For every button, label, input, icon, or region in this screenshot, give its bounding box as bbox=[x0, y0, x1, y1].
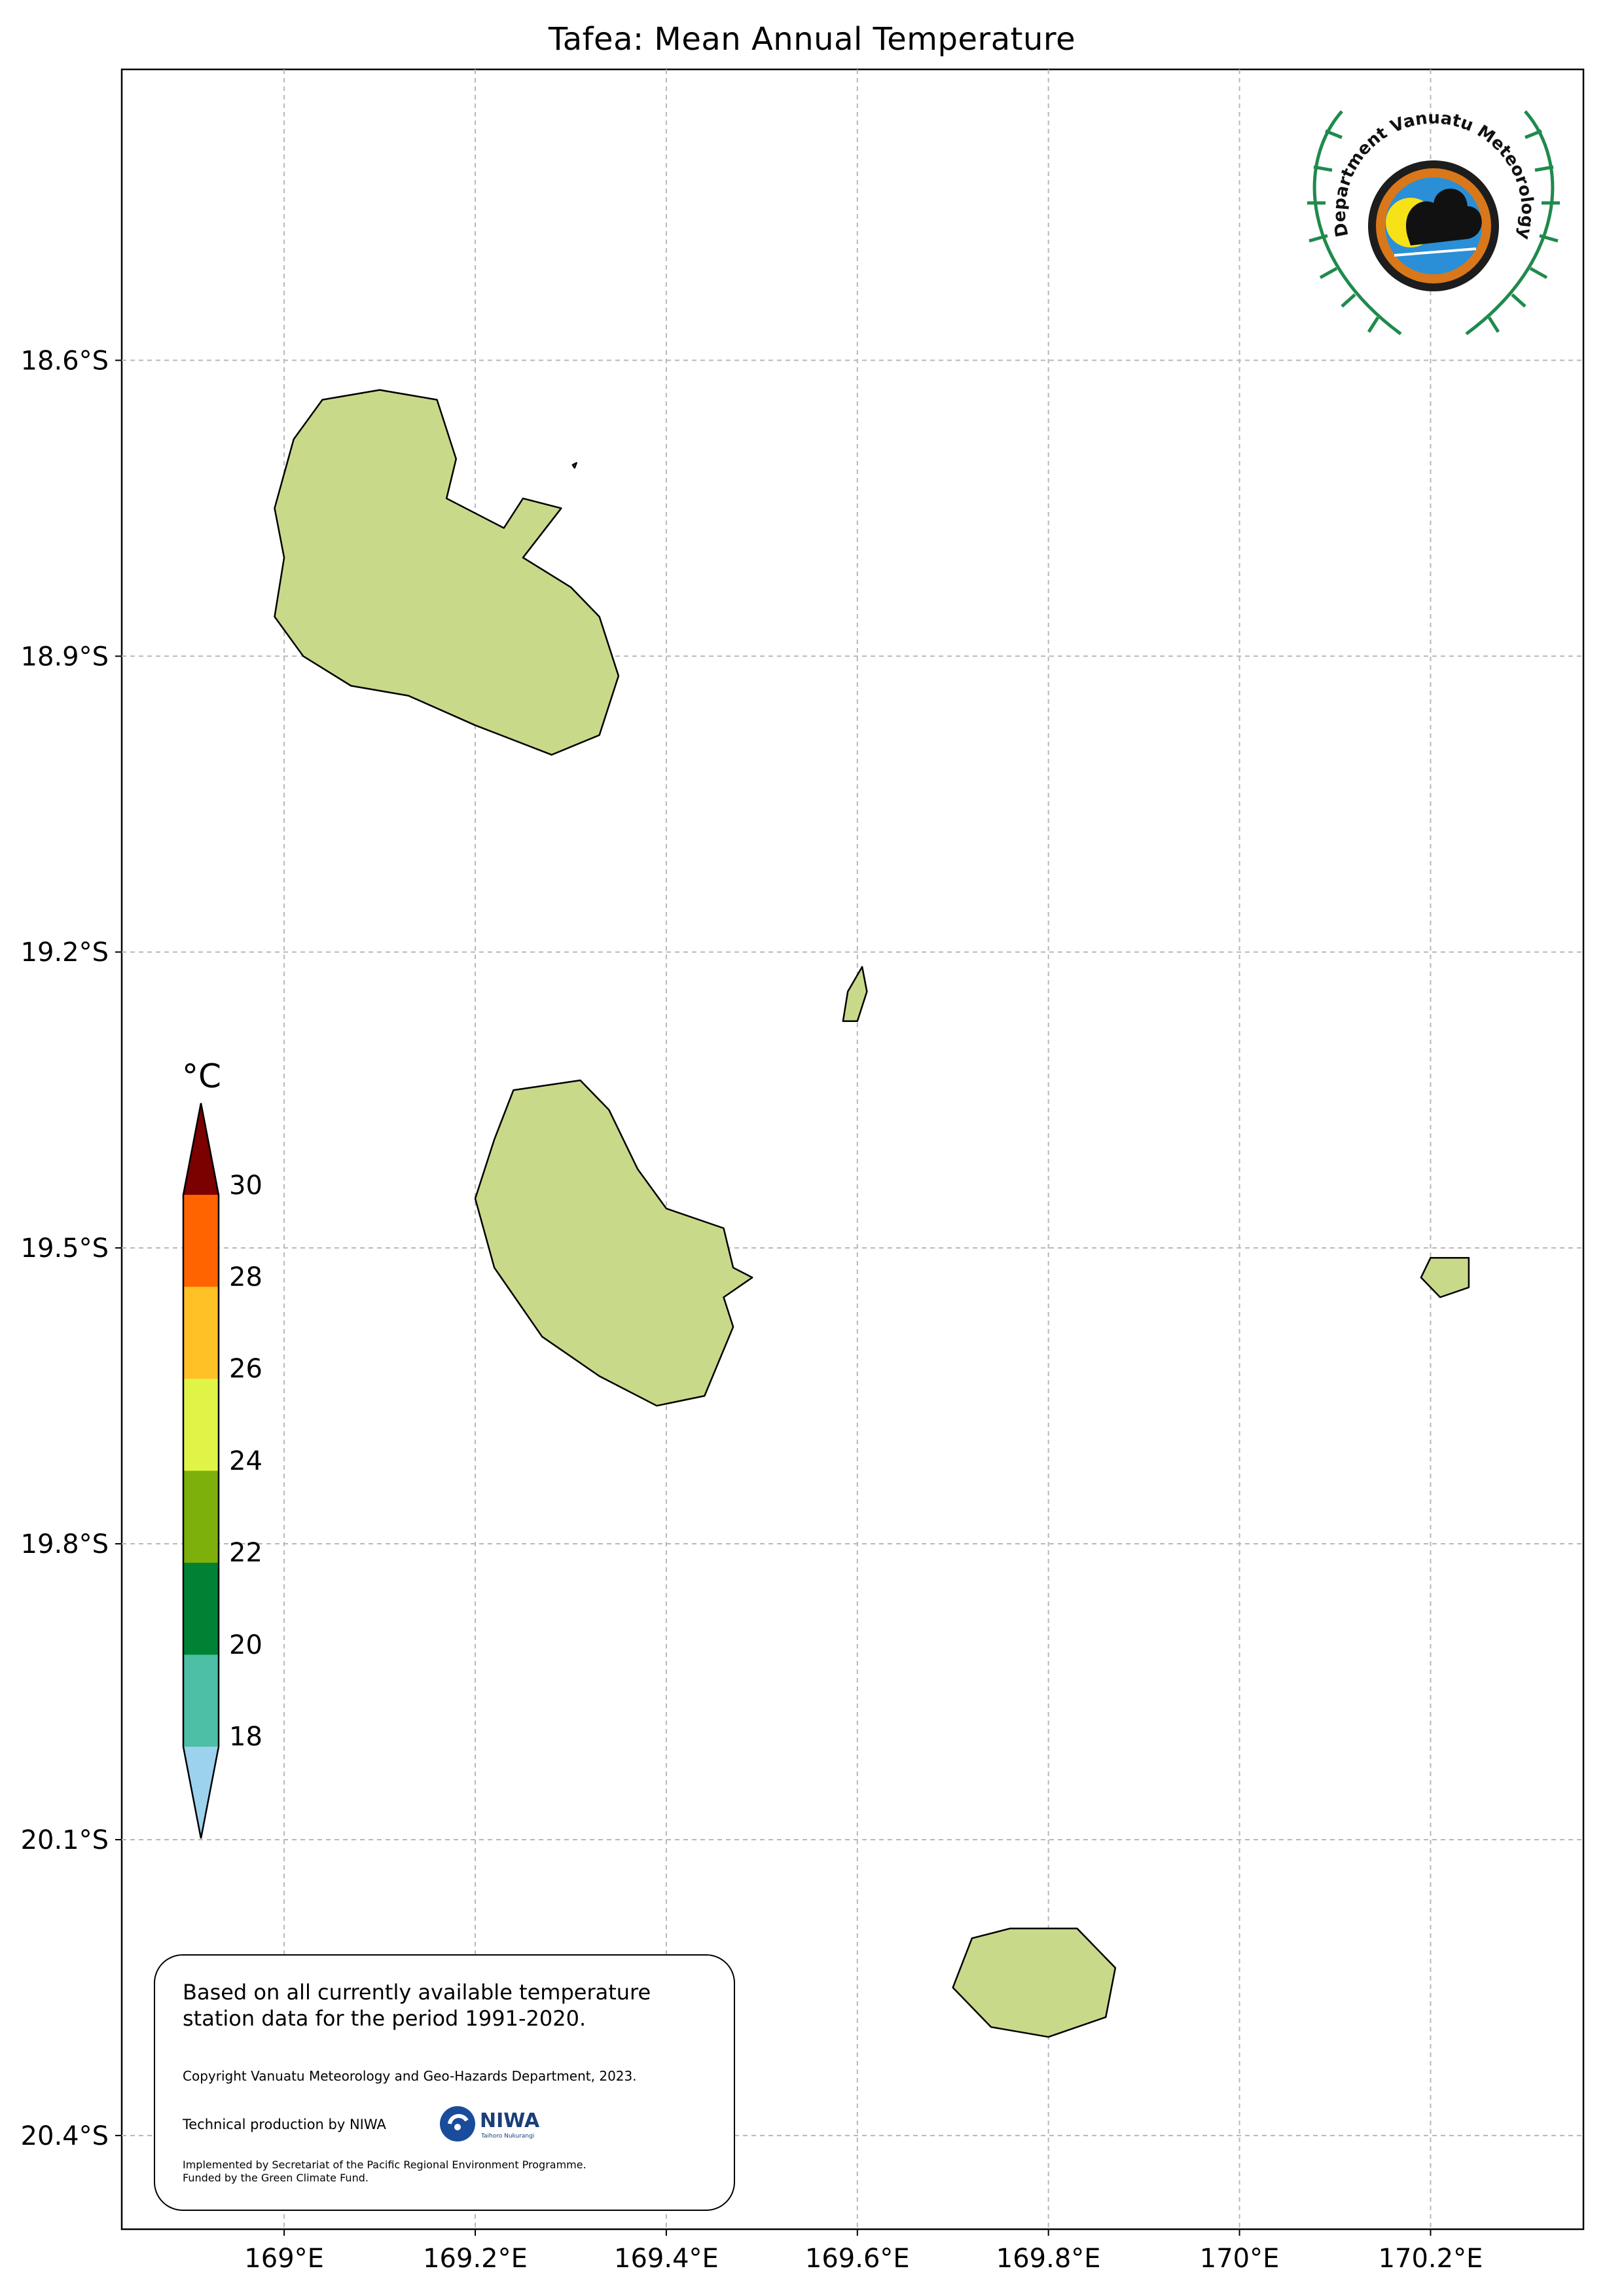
island-futuna bbox=[1420, 1256, 1470, 1298]
colorbar-outline bbox=[182, 1102, 220, 1839]
info-box: Based on all currently available tempera… bbox=[154, 1954, 735, 2211]
land-layer bbox=[274, 389, 1470, 2038]
lon-tick-label: 169.8°E bbox=[996, 2244, 1101, 2274]
lat-tick-label: 19.8°S bbox=[21, 1529, 109, 1559]
island-islet bbox=[571, 462, 577, 469]
lon-tick-label: 170.2°E bbox=[1379, 2244, 1483, 2274]
colorbar-tick-label: 24 bbox=[229, 1446, 262, 1476]
colorbar bbox=[182, 1102, 220, 1839]
laurel-wreath-icon bbox=[1307, 110, 1560, 336]
vmgd-logo: Department Vanuatu Meteorology and Geo-H… bbox=[1289, 83, 1571, 347]
island-aneityum bbox=[952, 1927, 1117, 2038]
lat-tick-label: 19.2°S bbox=[21, 938, 109, 968]
niwa-wordmark: NIWA bbox=[480, 2109, 540, 2132]
island-tanna bbox=[474, 1079, 753, 1407]
colorbar-band bbox=[183, 1379, 219, 1471]
info-copyright: Copyright Vanuatu Meteorology and Geo-Ha… bbox=[183, 2068, 637, 2084]
gridlines bbox=[122, 69, 1583, 2229]
colorbar-tick-label: 22 bbox=[229, 1538, 262, 1568]
colorbar-under-arrow bbox=[183, 1747, 219, 1838]
cloud-icon bbox=[1406, 189, 1482, 246]
lon-tick-label: 170°E bbox=[1200, 2244, 1280, 2274]
niwa-subtitle: Taihoro Nukurangi bbox=[480, 2133, 534, 2140]
colorbar-band bbox=[183, 1195, 219, 1287]
lat-tick-label: 20.4°S bbox=[21, 2121, 109, 2151]
lat-tick-label: 19.5°S bbox=[21, 1233, 109, 1264]
lat-tick-label: 18.6°S bbox=[21, 346, 109, 376]
colorbar-band bbox=[183, 1654, 219, 1747]
colorbar-tick-label: 28 bbox=[229, 1262, 262, 1292]
colorbar-tick-label: 30 bbox=[229, 1171, 262, 1201]
tick-layer: 169°E 169.2°E 169.4°E 169.6°E 169.8°E 170°E 17… bbox=[21, 346, 1483, 2274]
lat-tick-label: 18.9°S bbox=[21, 642, 109, 672]
colorbar-tick-label: 26 bbox=[229, 1354, 262, 1384]
island-aniwa bbox=[842, 966, 868, 1022]
lon-tick-label: 169.6°E bbox=[805, 2244, 910, 2274]
lon-tick-label: 169°E bbox=[244, 2244, 324, 2274]
island-erromango bbox=[274, 389, 620, 756]
colorbar-band bbox=[183, 1286, 219, 1379]
lon-tick-label: 169.2°E bbox=[423, 2244, 528, 2274]
lat-tick-label: 20.1°S bbox=[21, 1825, 109, 1855]
info-funded: Funded by the Green Climate Fund. bbox=[183, 2172, 369, 2184]
niwa-logo: NIWA Taihoro Nukurangi bbox=[437, 2101, 554, 2147]
info-implemented: Implemented by Secretariat of the Pacifi… bbox=[183, 2159, 586, 2171]
colorbar-unit-label: °C bbox=[182, 1057, 221, 1095]
colorbar-tick-label: 18 bbox=[229, 1722, 262, 1752]
map-frame bbox=[120, 68, 1585, 2231]
map-title: Tafea: Mean Annual Temperature bbox=[548, 21, 1076, 58]
info-tech-credit: Technical production by NIWA bbox=[183, 2117, 386, 2132]
colorbar-over-arrow bbox=[183, 1103, 219, 1195]
info-implementation: Implemented by Secretariat of the Pacifi… bbox=[183, 2159, 706, 2185]
lon-tick-label: 169.4°E bbox=[614, 2244, 719, 2274]
info-main-text: Based on all currently available tempera… bbox=[183, 1980, 651, 2031]
colorbar-band bbox=[183, 1563, 219, 1655]
colorbar-tick-label: 20 bbox=[229, 1630, 262, 1660]
colorbar-band bbox=[183, 1470, 219, 1563]
